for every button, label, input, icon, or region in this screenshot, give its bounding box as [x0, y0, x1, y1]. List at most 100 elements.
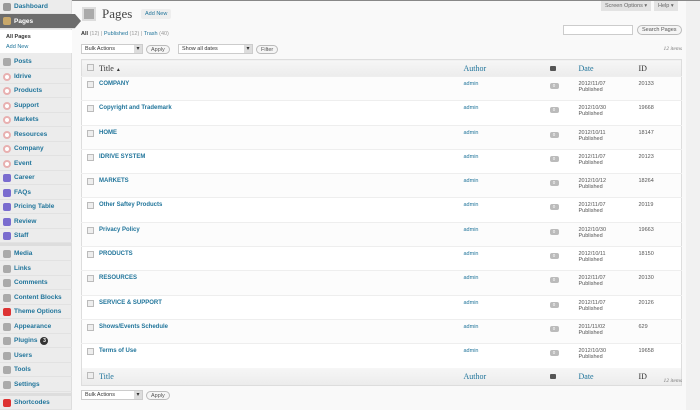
sidebar-item-support[interactable]: Support: [0, 99, 72, 113]
author-link[interactable]: admin: [463, 343, 550, 369]
page-title-link[interactable]: MARKETS: [99, 173, 464, 198]
row-checkbox[interactable]: [87, 323, 94, 331]
page-title-link[interactable]: Terms of Use: [99, 343, 464, 369]
search-pages-button[interactable]: Search Pages: [637, 25, 682, 35]
comment-count-bubble[interactable]: 0: [549, 83, 559, 89]
author-column-header[interactable]: Author: [463, 59, 550, 77]
filter-trash[interactable]: Trash: [143, 31, 158, 37]
filter-all[interactable]: All: [81, 31, 89, 37]
page-title-link[interactable]: Privacy Policy: [99, 221, 464, 247]
apply-button-bottom[interactable]: Apply: [146, 391, 170, 400]
author-link[interactable]: admin: [463, 148, 550, 174]
comment-count-bubble[interactable]: 0: [549, 204, 559, 211]
row-checkbox[interactable]: [87, 129, 94, 137]
author-link[interactable]: admin: [463, 124, 550, 150]
sidebar-item-pages[interactable]: Pages: [0, 14, 81, 29]
sidebar-item-staff[interactable]: Staff: [0, 229, 72, 243]
row-checkbox[interactable]: [87, 202, 94, 210]
sidebar-item-posts[interactable]: Posts: [0, 55, 72, 69]
date-filter-select[interactable]: Show all dates: [178, 44, 253, 54]
comment-count-bubble[interactable]: 0: [549, 325, 559, 332]
row-checkbox[interactable]: [87, 251, 94, 259]
sidebar-item-comments[interactable]: Comments: [0, 276, 72, 290]
comment-count-bubble[interactable]: 0: [549, 350, 559, 357]
author-link[interactable]: admin: [463, 197, 550, 223]
sidebar-item-company[interactable]: Company: [0, 142, 72, 156]
filter-button[interactable]: Filter: [256, 45, 279, 54]
sidebar-item-review[interactable]: Review: [0, 215, 72, 229]
page-title-link[interactable]: HOME: [99, 124, 464, 150]
author-column-footer[interactable]: Author: [463, 368, 550, 386]
author-link[interactable]: admin: [463, 75, 550, 101]
help-button[interactable]: Help ▾: [654, 1, 678, 11]
row-checkbox[interactable]: [87, 105, 94, 113]
sidebar-item-products[interactable]: Products: [0, 84, 72, 98]
row-checkbox[interactable]: [87, 153, 94, 161]
author-link[interactable]: admin: [463, 221, 550, 247]
screen-options-button[interactable]: Screen Options ▾: [601, 1, 652, 11]
page-title-link[interactable]: RESOURCES: [99, 270, 464, 296]
sidebar-item-faqs[interactable]: FAQs: [0, 186, 72, 200]
sidebar-item-appearance[interactable]: Appearance: [0, 320, 72, 334]
sidebar-item-career[interactable]: Career: [0, 171, 72, 185]
row-checkbox[interactable]: [87, 226, 94, 234]
apply-button[interactable]: Apply: [146, 45, 170, 54]
sidebar-item-links[interactable]: Links: [0, 262, 72, 276]
comments-column-icon[interactable]: [549, 65, 556, 71]
date-column-header[interactable]: Date: [578, 59, 639, 77]
title-column-header[interactable]: Title ▲: [99, 59, 464, 77]
sidebar-item-resources[interactable]: Resources: [0, 128, 72, 142]
page-title-link[interactable]: Copyright and Trademark: [99, 100, 464, 126]
sidebar-item-settings[interactable]: Settings: [0, 378, 72, 392]
page-title-link[interactable]: SERVICE & SUPPORT: [99, 294, 464, 320]
author-link[interactable]: admin: [463, 173, 550, 198]
author-link[interactable]: admin: [463, 100, 550, 126]
page-title-link[interactable]: COMPANY: [99, 75, 464, 101]
page-title-link[interactable]: PRODUCTS: [99, 246, 464, 271]
comment-count-bubble[interactable]: 0: [549, 277, 559, 284]
sidebar-item-users[interactable]: Users: [0, 349, 72, 363]
sidebar-item-dashboard[interactable]: Dashboard: [0, 0, 72, 14]
row-checkbox[interactable]: [87, 348, 94, 356]
comment-count-bubble[interactable]: 0: [549, 131, 559, 138]
comment-count-bubble[interactable]: 0: [549, 228, 559, 235]
comment-count-bubble[interactable]: 0: [549, 180, 559, 187]
bulk-actions-select[interactable]: Bulk Actions: [81, 44, 143, 54]
row-checkbox[interactable]: [87, 299, 94, 307]
submenu-item-add-new[interactable]: Add New: [6, 44, 29, 50]
sidebar-item-event[interactable]: Event: [0, 157, 72, 171]
bulk-actions-select-bottom[interactable]: Bulk Actions: [81, 390, 143, 400]
comment-count-bubble[interactable]: 0: [549, 301, 559, 308]
row-checkbox[interactable]: [87, 81, 94, 88]
date-column-footer[interactable]: Date: [578, 368, 639, 386]
author-link[interactable]: admin: [463, 270, 550, 296]
page-title-link[interactable]: IDRIVE SYSTEM: [99, 148, 464, 174]
comment-count-bubble[interactable]: 0: [549, 253, 559, 260]
sidebar-item-tools[interactable]: Tools: [0, 363, 72, 377]
sidebar-item-pricing-table[interactable]: Pricing Table: [0, 200, 72, 214]
submenu-item-all-pages[interactable]: All Pages: [6, 34, 31, 40]
author-link[interactable]: admin: [463, 294, 550, 320]
sidebar-item-content-blocks[interactable]: Content Blocks: [0, 291, 72, 305]
sidebar-item-media[interactable]: Media: [0, 247, 72, 261]
comment-count-bubble[interactable]: 0: [549, 107, 559, 114]
add-new-button[interactable]: Add New: [141, 9, 172, 19]
page-title-link[interactable]: Other Saftey Products: [99, 197, 464, 223]
author-link[interactable]: admin: [463, 318, 550, 344]
row-checkbox[interactable]: [87, 275, 94, 283]
search-input[interactable]: [563, 25, 633, 35]
author-link[interactable]: admin: [463, 246, 550, 271]
title-column-footer[interactable]: Title: [99, 368, 464, 386]
sidebar-item-shortcodes[interactable]: Shortcodes: [0, 396, 72, 410]
sidebar-item-theme-options[interactable]: Theme Options: [0, 305, 72, 319]
page-title-link[interactable]: Shows/Events Schedule: [99, 318, 464, 344]
sidebar-item-idrive[interactable]: Idrive: [0, 70, 72, 84]
comment-count-bubble[interactable]: 0: [549, 155, 559, 162]
comments-column-icon[interactable]: [549, 373, 556, 379]
sidebar-item-plugins[interactable]: Plugins 3: [0, 334, 72, 348]
filter-published[interactable]: Published: [103, 31, 129, 37]
select-all-checkbox-footer[interactable]: [87, 371, 94, 379]
row-checkbox[interactable]: [87, 178, 94, 186]
select-all-checkbox[interactable]: [87, 63, 94, 71]
sidebar-item-markets[interactable]: Markets: [0, 113, 72, 127]
